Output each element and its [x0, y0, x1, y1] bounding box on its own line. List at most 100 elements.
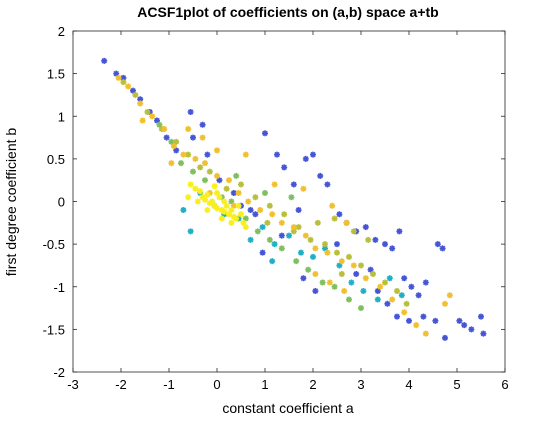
- data-point: [199, 194, 206, 201]
- data-point: [202, 160, 208, 167]
- data-point: [382, 241, 388, 248]
- data-point: [382, 279, 388, 286]
- data-point: [192, 185, 199, 192]
- data-point: [468, 326, 475, 333]
- data-point: [358, 262, 364, 269]
- data-point: [228, 198, 235, 205]
- data-point: [406, 317, 412, 324]
- data-point: [226, 177, 232, 184]
- data-point: [245, 198, 252, 205]
- data-point: [398, 292, 405, 299]
- data-point: [204, 207, 211, 214]
- data-point: [403, 300, 410, 307]
- data-point: [120, 79, 127, 86]
- data-point: [199, 134, 206, 141]
- data-point: [214, 189, 220, 196]
- data-point: [240, 219, 247, 226]
- data-point: [300, 185, 307, 192]
- data-point: [324, 249, 331, 256]
- data-point: [223, 202, 230, 209]
- y-tick-label: -1.5: [43, 322, 65, 337]
- data-point: [226, 211, 232, 218]
- series-5: [185, 181, 249, 231]
- data-point: [154, 117, 160, 124]
- x-tick-label: -1: [163, 377, 175, 392]
- data-point: [223, 185, 230, 192]
- data-point: [216, 177, 223, 184]
- data-point: [346, 296, 352, 303]
- data-point: [295, 224, 302, 231]
- x-tick-label: 3: [357, 377, 364, 392]
- data-point: [372, 236, 379, 243]
- data-point: [230, 202, 237, 209]
- data-point: [384, 300, 391, 307]
- data-point: [190, 168, 196, 175]
- data-point: [271, 181, 278, 188]
- data-point: [365, 236, 372, 243]
- data-point: [185, 194, 192, 201]
- data-point: [415, 292, 422, 299]
- data-point: [420, 313, 427, 320]
- data-point: [305, 266, 312, 273]
- data-point: [257, 207, 264, 214]
- y-tick-label: -0.5: [43, 237, 65, 252]
- y-tick-label: 1: [58, 109, 65, 124]
- data-point: [350, 262, 357, 269]
- y-axis-ticks: -2 -1.5 -1 -0.5 0 0.5 1 1.5 2: [43, 24, 505, 380]
- data-point: [235, 202, 242, 209]
- x-tick-label: 1: [261, 377, 268, 392]
- x-tick-label: 2: [309, 377, 316, 392]
- data-point: [180, 151, 187, 158]
- data-point: [367, 266, 374, 273]
- series-0: [101, 57, 487, 341]
- data-point: [324, 181, 331, 188]
- data-point: [211, 202, 218, 209]
- data-point: [214, 205, 220, 212]
- data-point: [374, 296, 381, 303]
- data-point: [394, 313, 400, 320]
- data-point: [187, 181, 194, 188]
- x-tick-label: 6: [501, 377, 508, 392]
- plot-area: [73, 31, 505, 372]
- data-point: [187, 108, 194, 115]
- data-point: [199, 121, 206, 128]
- data-point: [242, 224, 249, 231]
- y-tick-label: 2: [58, 24, 65, 39]
- data-point: [187, 228, 194, 235]
- y-tick-label: 0: [58, 195, 65, 210]
- data-point: [125, 83, 132, 90]
- data-point: [338, 258, 345, 265]
- data-point: [310, 253, 316, 260]
- data-point: [178, 160, 184, 167]
- data-point: [338, 270, 345, 277]
- data-point: [300, 275, 307, 282]
- data-point: [422, 330, 429, 337]
- data-point: [374, 288, 381, 295]
- data-point: [170, 143, 177, 150]
- data-point: [334, 249, 340, 256]
- data-point: [278, 245, 285, 252]
- data-point: [228, 207, 235, 214]
- data-point: [377, 283, 384, 290]
- data-point: [312, 245, 319, 252]
- data-point: [238, 211, 244, 218]
- data-point: [238, 181, 244, 188]
- data-point: [307, 236, 314, 243]
- data-point: [214, 172, 220, 179]
- data-point: [290, 228, 297, 235]
- data-point: [461, 322, 468, 329]
- data-point: [422, 279, 429, 286]
- data-point: [478, 313, 484, 320]
- data-point: [156, 121, 163, 128]
- data-point: [269, 211, 276, 218]
- data-point: [173, 138, 180, 145]
- data-point: [442, 300, 448, 307]
- data-point: [480, 330, 487, 337]
- data-point: [247, 207, 254, 214]
- data-point: [434, 241, 441, 248]
- data-point: [348, 279, 355, 286]
- data-point: [168, 138, 175, 145]
- data-point: [262, 130, 268, 137]
- data-point: [346, 253, 352, 260]
